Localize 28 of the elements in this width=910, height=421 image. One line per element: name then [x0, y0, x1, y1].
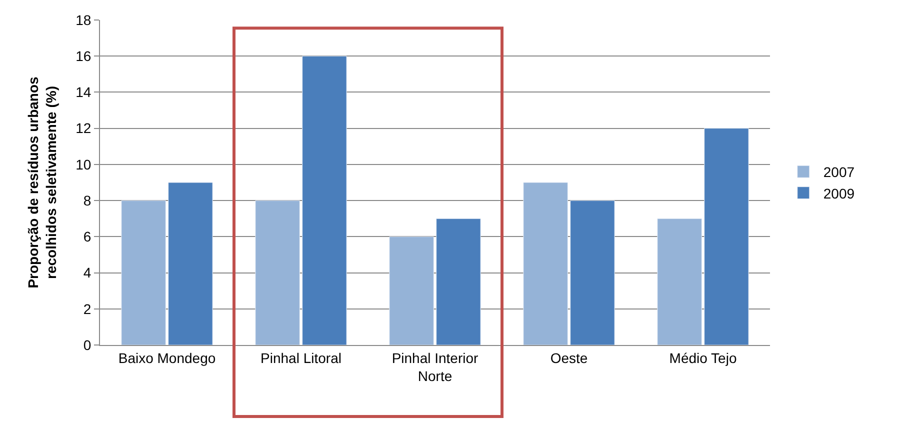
y-tick-label: 18: [76, 12, 92, 28]
bar: [302, 56, 347, 345]
legend-label: 2009: [823, 185, 855, 202]
bar: [523, 182, 568, 345]
y-tick-label: 2: [83, 300, 92, 317]
legend-label: 2007: [823, 164, 855, 180]
x-tick-label: Oeste: [550, 350, 588, 366]
y-tick-label: 6: [83, 228, 92, 245]
y-tick-label: 8: [83, 192, 92, 208]
x-tick-label: Pinhal Litoral: [260, 350, 342, 366]
bar: [436, 218, 481, 345]
bar: [570, 200, 615, 345]
y-axis-title: Proporção de resíduos urbanos recolhidos seletivamente (%): [25, 76, 60, 288]
x-tick-label: Médio Tejo: [669, 350, 737, 366]
y-tick-label: 4: [83, 264, 92, 281]
y-tick-label: 16: [76, 48, 92, 64]
bar: [389, 236, 434, 345]
bar: [657, 218, 702, 345]
bar: [255, 200, 300, 345]
y-tick-label: 10: [76, 156, 92, 172]
y-tick-label: 0: [83, 336, 92, 353]
x-tick-label: Baixo Mondego: [118, 350, 216, 366]
y-tick-label: 14: [76, 84, 92, 100]
bar: [168, 182, 213, 345]
bar: [704, 128, 749, 345]
y-tick-label: 12: [76, 120, 92, 136]
x-tick-label: Pinhal Interior Norte: [392, 350, 479, 384]
bar: [121, 200, 166, 345]
